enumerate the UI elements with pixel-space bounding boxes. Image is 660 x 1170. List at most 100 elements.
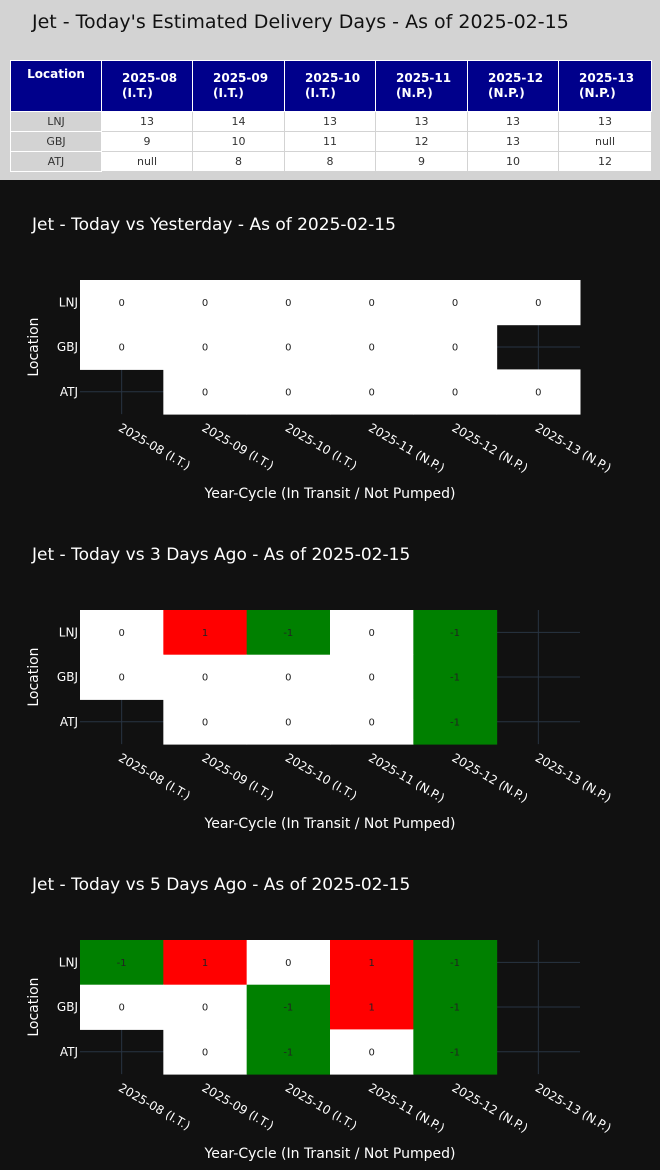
heatmap-cell [246, 984, 331, 1030]
column-header-status: (N.P.) [396, 86, 433, 100]
column-header-status: (I.T.) [122, 86, 153, 100]
cell-value-label: 0 [285, 343, 291, 354]
heatmap-svg: Jet - Today vs 5 Days Ago - As of 2025-0… [26, 875, 614, 1162]
x-tick-label: 2025-12 (N.P.) [450, 1081, 531, 1136]
cell-value-label: -1 [117, 958, 127, 969]
heatmap-cell [163, 984, 248, 1030]
cell-value-label: 0 [452, 298, 458, 309]
cell-value-label: 1 [368, 958, 374, 969]
heatmap-cell [246, 324, 331, 370]
table-cell: 13 [467, 131, 559, 152]
y-tick-label: GBJ [57, 1000, 78, 1014]
x-tick-label: 2025-13 (N.P.) [533, 1081, 614, 1136]
table-cell: 12 [375, 131, 468, 152]
heatmap-cell [163, 280, 248, 326]
table-cell: 12 [558, 151, 652, 172]
column-header-location: Location [10, 60, 102, 112]
cell-value-label: -1 [283, 628, 293, 639]
x-tick-label: 2025-12 (N.P.) [450, 421, 531, 476]
column-header-cycle: 2025-08 [122, 71, 178, 85]
heatmap-today-vs-5-days-ago: Jet - Today vs 5 Days Ago - As of 2025-0… [0, 850, 660, 1170]
y-tick-label: ATJ [60, 385, 78, 399]
heatmap-cell [80, 610, 164, 656]
cell-value-label: 0 [118, 673, 124, 684]
heatmap-cell [246, 940, 331, 986]
cell-value-label: 0 [202, 717, 208, 728]
x-tick-label: 2025-09 (I.T.) [200, 421, 277, 473]
table-header-row: Location 2025-08 (I.T.) 2025-09 (I.T.) 202… [10, 60, 652, 112]
heatmap-cell [246, 654, 331, 700]
heatmap-cell [413, 610, 498, 656]
cell-value-label: 0 [368, 343, 374, 354]
x-tick-label: 2025-11 (N.P.) [366, 421, 447, 476]
heatmap-today-vs-yesterday: Jet - Today vs Yesterday - As of 2025-02… [0, 190, 660, 510]
table-cell: 11 [284, 131, 376, 152]
y-tick-label: GBJ [57, 670, 78, 684]
x-tick-label: 2025-10 (I.T.) [283, 421, 360, 473]
heatmap-cell [330, 940, 414, 986]
table-cell: 9 [101, 131, 193, 152]
column-header: 2025-09 (I.T.) [192, 60, 285, 112]
cell-value-label: 0 [535, 387, 541, 398]
heatmap-cell [330, 324, 414, 370]
cell-value-label: 0 [368, 717, 374, 728]
cell-value-label: 0 [202, 1047, 208, 1058]
table-cell: null [558, 131, 652, 152]
x-tick-label: 2025-09 (I.T.) [200, 1081, 277, 1133]
heatmap-cell [163, 699, 248, 745]
cell-value-label: 0 [452, 387, 458, 398]
y-tick-label: LNJ [59, 625, 78, 639]
heatmap-cell [330, 1029, 414, 1075]
cell-value-label: -1 [450, 958, 460, 969]
heatmap-cell [80, 280, 164, 326]
column-header: 2025-12 (N.P.) [467, 60, 559, 112]
cell-value-label: -1 [450, 717, 460, 728]
heatmap-cell [413, 280, 498, 326]
heatmap-cell [330, 654, 414, 700]
cell-value-label: 0 [202, 1003, 208, 1014]
y-tick-label: ATJ [60, 1045, 78, 1059]
table-cell: 10 [192, 131, 285, 152]
cell-value-label: -1 [283, 1003, 293, 1014]
column-header-cycle: 2025-10 [305, 71, 361, 85]
heatmap-cell [80, 940, 164, 986]
column-header: 2025-11 (N.P.) [375, 60, 468, 112]
x-axis-title: Year-Cycle (In Transit / Not Pumped) [204, 486, 456, 502]
y-axis-title: Location [26, 647, 42, 706]
cell-value-label: 0 [202, 387, 208, 398]
cell-value-label: -1 [450, 628, 460, 639]
y-tick-label: ATJ [60, 715, 78, 729]
heatmap-cell [246, 280, 331, 326]
cell-value-label: 0 [118, 343, 124, 354]
heatmap-cell [330, 610, 414, 656]
column-header-cycle: 2025-11 [396, 71, 452, 85]
cell-value-label: 0 [285, 298, 291, 309]
chart-title: Jet - Today vs 3 Days Ago - As of 2025-0… [31, 545, 410, 565]
x-tick-label: 2025-10 (I.T.) [283, 751, 360, 803]
table-cell: 10 [467, 151, 559, 172]
heatmap-cell [330, 369, 414, 415]
table-cell: 9 [375, 151, 468, 172]
x-tick-label: 2025-12 (N.P.) [450, 751, 531, 806]
heatmap-cell [80, 984, 164, 1030]
cell-value-label: -1 [450, 673, 460, 684]
table-row: LNJ 13 14 13 13 13 13 [10, 111, 652, 132]
table-row: GBJ 9 10 11 12 13 null [10, 131, 652, 152]
heatmap-cell [413, 654, 498, 700]
cell-value-label: 0 [118, 628, 124, 639]
estimated-delivery-panel: Jet - Today's Estimated Delivery Days - … [0, 0, 660, 180]
heatmap-today-vs-3-days-ago: Jet - Today vs 3 Days Ago - As of 2025-0… [0, 520, 660, 840]
cell-value-label: 0 [368, 387, 374, 398]
cell-value-label: 1 [202, 958, 208, 969]
y-axis-title: Location [26, 977, 42, 1036]
cell-value-label: 0 [368, 628, 374, 639]
heatmap-cell [330, 984, 414, 1030]
cell-value-label: 0 [452, 343, 458, 354]
location-cell: ATJ [10, 151, 102, 172]
table-cell: 8 [284, 151, 376, 172]
heatmap-cell [163, 369, 248, 415]
cell-value-label: 0 [368, 298, 374, 309]
x-tick-label: 2025-11 (N.P.) [366, 751, 447, 806]
location-cell: GBJ [10, 131, 102, 152]
column-header-status: (I.T.) [305, 86, 336, 100]
